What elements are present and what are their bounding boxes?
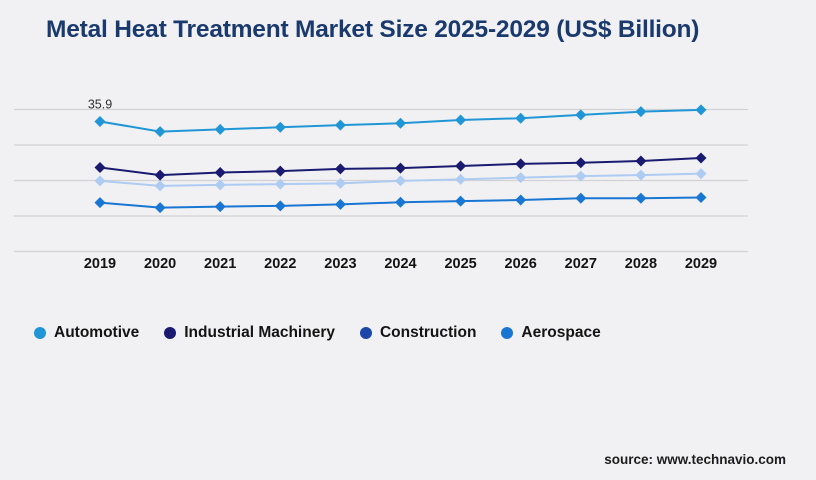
legend-label: Automotive — [54, 324, 140, 341]
data-point-marker-construction — [395, 175, 406, 187]
data-point-marker-automotive — [94, 115, 106, 127]
data-point-marker-aerospace — [334, 198, 346, 210]
data-point-marker-aerospace — [455, 195, 467, 207]
x-tick-label: 2024 — [384, 256, 417, 272]
data-point-marker-aerospace — [695, 192, 707, 204]
x-tick-label: 2029 — [684, 256, 718, 272]
data-point-marker-aerospace — [154, 202, 166, 214]
legend-label: Aerospace — [521, 324, 601, 341]
x-tick-label: 2020 — [143, 256, 177, 272]
data-point-marker-construction — [515, 172, 527, 184]
source-attribution: source: www.technavio.com — [604, 452, 786, 467]
data-point-marker-automotive — [515, 112, 527, 124]
data-point-marker-construction — [274, 178, 286, 190]
x-tick-label: 2019 — [83, 256, 117, 272]
legend-swatch-icon — [359, 327, 372, 339]
x-tick-label: 2025 — [444, 256, 477, 272]
data-point-marker-automotive — [695, 104, 707, 116]
data-point-marker-industrial-machinery — [575, 157, 587, 169]
data-point-marker-construction — [455, 173, 467, 185]
data-point-marker-automotive — [635, 106, 647, 118]
data-point-marker-aerospace — [395, 196, 406, 208]
x-tick-label: 2021 — [204, 256, 237, 272]
data-point-marker-industrial-machinery — [695, 152, 707, 164]
legend-label: Construction — [379, 324, 477, 341]
data-point-marker-aerospace — [575, 192, 587, 204]
data-point-marker-automotive — [214, 123, 226, 135]
data-point-marker-industrial-machinery — [334, 163, 346, 175]
data-point-marker-industrial-machinery — [635, 155, 647, 167]
data-point-marker-automotive — [455, 114, 467, 126]
data-point-marker-industrial-machinery — [154, 169, 166, 181]
legend-swatch-icon — [501, 327, 514, 339]
legend-label: Industrial Machinery — [184, 324, 335, 341]
data-point-marker-construction — [334, 177, 346, 189]
x-tick-label: 2026 — [504, 256, 537, 272]
data-point-marker-industrial-machinery — [274, 165, 286, 177]
data-point-marker-aerospace — [274, 200, 286, 212]
data-point-marker-aerospace — [515, 194, 527, 206]
data-point-marker-industrial-machinery — [94, 161, 106, 173]
legend-swatch-icon — [164, 327, 177, 339]
legend-item-automotive: Automotive — [34, 324, 139, 342]
data-point-marker-construction — [635, 169, 647, 181]
x-tick-label: 2027 — [564, 256, 597, 272]
data-point-marker-aerospace — [214, 201, 226, 213]
data-point-marker-automotive — [274, 121, 286, 133]
x-tick-label: 2022 — [264, 256, 297, 272]
data-point-marker-automotive — [154, 126, 166, 138]
data-point-marker-automotive — [575, 109, 587, 121]
data-point-marker-aerospace — [94, 197, 106, 209]
legend-swatch-icon — [34, 327, 46, 339]
data-point-marker-aerospace — [635, 192, 647, 204]
data-point-marker-construction — [94, 175, 106, 187]
chart-legend: Automotive Industrial Machinery Constructi… — [34, 324, 601, 342]
data-point-marker-industrial-machinery — [515, 158, 527, 170]
x-tick-label: 2023 — [324, 256, 357, 272]
data-point-marker-construction — [575, 170, 587, 182]
data-point-marker-industrial-machinery — [455, 160, 467, 172]
legend-item-aerospace: Aerospace — [501, 324, 601, 342]
data-point-marker-construction — [214, 179, 226, 191]
legend-item-construction: Construction — [359, 324, 477, 342]
data-point-marker-industrial-machinery — [395, 162, 406, 174]
data-point-label: 35.9 — [88, 97, 112, 111]
legend-item-industrial-machinery: Industrial Machinery — [164, 324, 335, 342]
data-point-marker-automotive — [334, 119, 346, 131]
chart-title: Metal Heat Treatment Market Size 2025-20… — [46, 16, 700, 43]
data-point-marker-construction — [154, 180, 166, 192]
x-tick-label: 2028 — [624, 256, 658, 272]
data-point-marker-industrial-machinery — [214, 167, 226, 179]
data-point-marker-construction — [695, 168, 707, 180]
data-point-marker-automotive — [395, 117, 406, 129]
